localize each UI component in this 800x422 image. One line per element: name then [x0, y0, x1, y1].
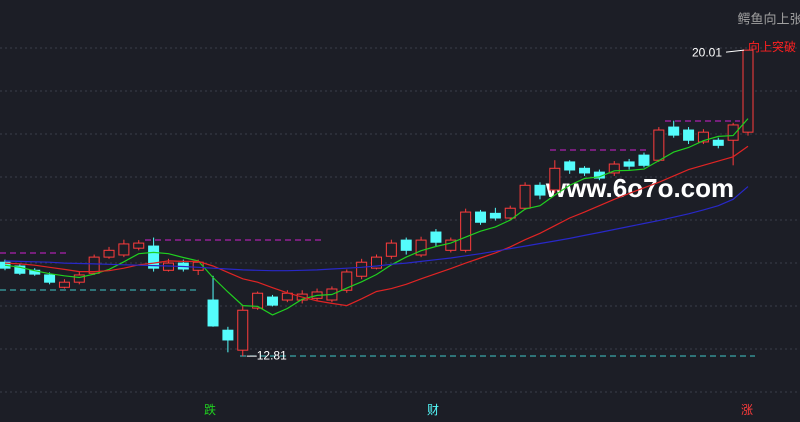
candle-body [44, 274, 56, 283]
candle-body [385, 242, 397, 257]
candle-body [356, 261, 368, 277]
candle-body [73, 274, 85, 283]
candle-body [400, 239, 412, 251]
high-label: 20.01 [692, 45, 722, 59]
candle-body [103, 249, 115, 258]
candle-body [252, 292, 264, 309]
reference-lines [0, 120, 755, 357]
candle-body [341, 271, 353, 291]
candle-body [608, 163, 620, 174]
grid [0, 47, 800, 393]
candle-body [0, 261, 11, 269]
marker-label: 财 [427, 403, 439, 417]
candle-body [430, 231, 442, 243]
low-label: 12.81 [257, 348, 287, 362]
candle-body [549, 167, 561, 191]
candle-body [460, 211, 472, 251]
candle-body [668, 126, 680, 136]
candle-body [14, 265, 26, 274]
watermark: www.6o7o.com [545, 173, 734, 203]
signal-label: 向上突破 [748, 39, 796, 54]
candle-body [579, 167, 591, 174]
candle-body [192, 261, 204, 271]
candle-body [237, 309, 249, 351]
candle-body [415, 239, 427, 256]
candle-body [489, 212, 501, 219]
candle-body [222, 329, 234, 341]
candle-body [683, 129, 695, 141]
candle-body [534, 184, 546, 196]
moving-average [4, 145, 749, 307]
candle-body [742, 49, 754, 133]
candle-body [148, 245, 160, 269]
arrow [725, 49, 745, 53]
marker-label: 涨 [741, 402, 753, 417]
candle-body [519, 184, 531, 209]
candle-body [445, 239, 457, 251]
candle-body [88, 256, 100, 274]
moving-average [4, 118, 749, 316]
candle-body [133, 242, 145, 249]
moving-average [4, 186, 749, 272]
candle-body [504, 207, 516, 219]
marker-label: 跌 [204, 402, 216, 417]
candle-body [712, 139, 724, 146]
candle-body [266, 296, 278, 306]
candle-body [697, 131, 709, 143]
candle-body [653, 129, 665, 161]
candle-body [623, 161, 635, 167]
candle-body [475, 211, 487, 223]
candle-body [207, 299, 219, 327]
candle-body [371, 256, 382, 269]
candle-body [118, 243, 130, 256]
candle-body [638, 154, 650, 166]
candle-body [564, 161, 576, 171]
legend-text: 鳄鱼向上张 [737, 11, 800, 26]
candle-body [727, 124, 739, 141]
candle-body [58, 281, 70, 288]
